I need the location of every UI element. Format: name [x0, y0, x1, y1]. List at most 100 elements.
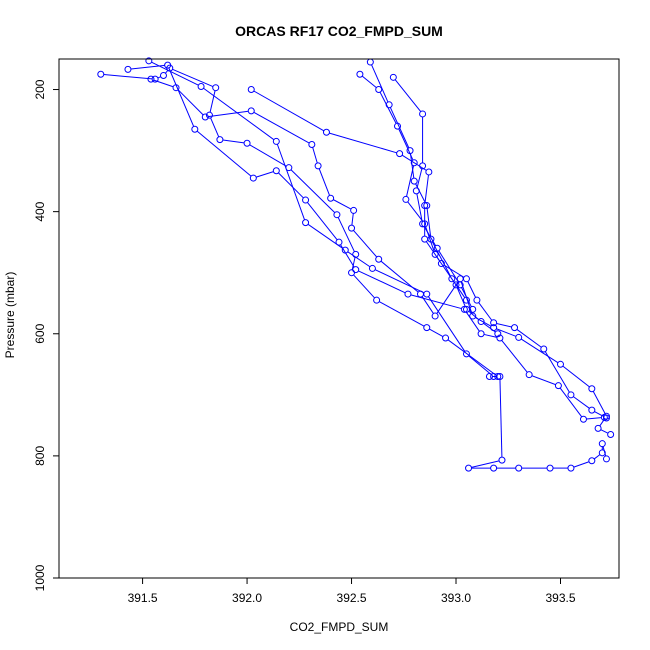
data-point — [579, 415, 587, 423]
data-point — [456, 281, 464, 289]
data-point — [540, 345, 548, 353]
series-segment — [172, 68, 214, 87]
data-point — [588, 385, 596, 393]
data-point — [607, 431, 615, 439]
data-point — [525, 371, 533, 379]
series-segment — [333, 199, 352, 210]
series-segment — [468, 355, 492, 375]
data-point — [205, 111, 213, 119]
data-point — [419, 162, 427, 170]
data-point — [197, 82, 205, 90]
series-segment — [374, 269, 425, 294]
series-segment — [416, 168, 423, 189]
data-point — [556, 360, 564, 368]
data-point — [243, 139, 251, 147]
series-segment — [401, 154, 427, 171]
data-point — [588, 406, 596, 414]
data-point — [410, 177, 418, 185]
y-axis: 200 400 600 800 1000 — [33, 79, 60, 591]
series-segment — [312, 147, 318, 164]
data-point — [375, 86, 383, 94]
series-4 — [145, 57, 498, 381]
data-point — [402, 195, 410, 203]
data-point — [437, 260, 445, 268]
series-segment — [278, 172, 304, 199]
series-segment — [394, 79, 422, 112]
series-segment — [586, 417, 602, 420]
data-point — [124, 65, 132, 73]
series-segment — [426, 208, 432, 237]
series-8 — [389, 73, 477, 313]
series-segment — [203, 87, 275, 141]
data-point — [594, 424, 602, 432]
data-point — [373, 296, 381, 304]
series-segment — [600, 429, 609, 434]
series-segment — [347, 251, 371, 268]
series-segment — [253, 111, 310, 144]
data-point — [423, 202, 431, 210]
series-segment — [436, 281, 459, 314]
series-segment — [468, 310, 480, 321]
data-point — [191, 125, 199, 133]
data-point — [406, 147, 414, 155]
series-segment — [456, 287, 466, 307]
y-tick-label: 200 — [33, 79, 47, 99]
data-point — [247, 107, 255, 115]
y-tick-label: 400 — [33, 201, 47, 221]
x-tick-label: 392.0 — [232, 591, 262, 605]
data-point — [322, 128, 330, 136]
series-segment — [471, 460, 500, 468]
series-segment — [429, 328, 444, 338]
data-point — [327, 194, 335, 202]
data-point — [567, 391, 575, 399]
data-point — [462, 350, 470, 358]
series-segment — [544, 351, 570, 393]
series-segment — [208, 110, 249, 118]
series-segment — [249, 144, 287, 167]
data-point — [448, 275, 456, 283]
series-segment — [151, 61, 199, 86]
series-segment — [318, 168, 331, 196]
data-point — [164, 61, 172, 69]
series-segment — [353, 230, 378, 258]
data-point — [431, 312, 439, 320]
series-segment — [307, 223, 344, 249]
data-point — [511, 324, 519, 332]
series-segment — [165, 70, 169, 74]
data-point — [515, 333, 523, 341]
x-tick-label: 393.0 — [441, 591, 471, 605]
series-7 — [366, 58, 470, 304]
series-segment — [483, 322, 496, 333]
series-segment — [210, 117, 220, 138]
data-point — [546, 464, 554, 472]
data-point — [302, 219, 310, 227]
series-segment — [410, 294, 462, 310]
data-point — [462, 275, 470, 283]
data-point — [494, 330, 502, 338]
series-segment — [516, 329, 542, 348]
data-point — [145, 57, 153, 65]
data-point — [490, 319, 498, 327]
data-point — [452, 281, 460, 289]
series-segment — [256, 171, 274, 178]
data-point — [490, 464, 498, 472]
x-axis: 391.5 392.0 392.5 393.0 393.5 — [128, 577, 576, 605]
series-segment — [416, 193, 423, 222]
data-point — [554, 382, 562, 390]
data-point — [375, 255, 383, 263]
series-layer — [97, 57, 615, 472]
series-segment — [157, 76, 161, 79]
data-point — [469, 305, 477, 313]
y-tick-label: 800 — [33, 446, 47, 466]
series-segment — [423, 226, 437, 246]
y-tick-label: 600 — [33, 323, 47, 343]
series-segment — [337, 217, 355, 252]
series-segment — [461, 287, 472, 307]
data-point — [356, 70, 364, 78]
y-tick-label: 1000 — [33, 564, 47, 591]
data-point — [341, 246, 349, 254]
series-segment — [592, 391, 606, 414]
data-point — [314, 162, 322, 170]
series-segment — [499, 379, 503, 458]
